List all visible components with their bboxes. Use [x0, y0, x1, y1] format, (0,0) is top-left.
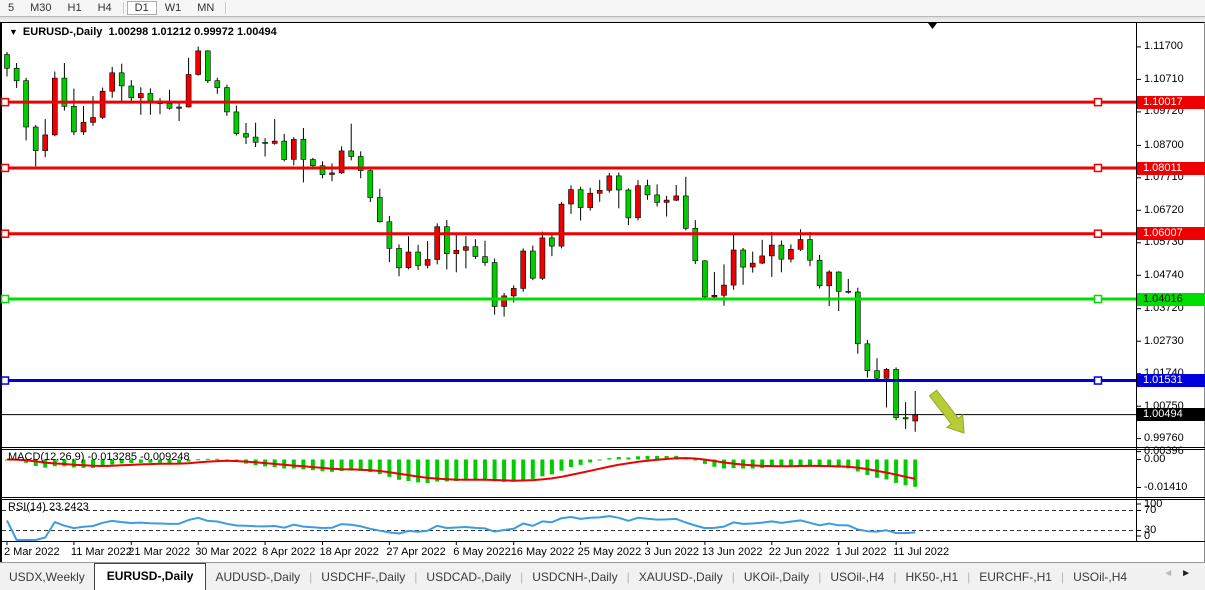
tab-scroll-right-icon[interactable]: ► — [1181, 568, 1199, 579]
timeframe-button-m30[interactable]: M30 — [30, 2, 52, 14]
date-label: 2 Mar 2022 — [4, 546, 60, 558]
price-tick-label: 1.10710 — [1144, 72, 1184, 85]
price-line-label: 1.04016 — [1137, 292, 1205, 306]
tab-eurusd-daily[interactable]: EURUSD-,Daily — [93, 563, 207, 590]
timeframe-button-5[interactable]: 5 — [8, 2, 15, 14]
price-line-label: 1.06007 — [1137, 227, 1205, 241]
price-tick-label: 1.02730 — [1144, 334, 1184, 347]
date-label: 13 Jun 2022 — [701, 546, 763, 558]
tab-separator: | — [414, 570, 418, 584]
macd-tick-label: -0.01410 — [1144, 481, 1188, 493]
date-label: 11 Mar 2022 — [70, 546, 132, 558]
macd-tick-label: 0.00396 — [1144, 445, 1184, 458]
rsi-label: RSI(14) 23.2423 — [8, 501, 89, 513]
tab-separator: | — [893, 570, 897, 584]
macd-pane-separator[interactable] — [0, 447, 1205, 448]
rsi-tick-label: 30 — [1144, 524, 1157, 536]
chevron-down-icon[interactable]: ▼ — [9, 27, 18, 37]
tab-usdcnh-daily[interactable]: USDCNH-,Daily — [532, 570, 618, 584]
date-label: 3 Jun 2022 — [644, 546, 699, 558]
tab-ukoil-daily[interactable]: UKOil-,Daily — [743, 570, 810, 584]
tab-eurchf-h1[interactable]: EURCHF-,H1 — [979, 570, 1052, 584]
tab-separator: | — [967, 570, 971, 584]
timeframe-button-w1[interactable]: W1 — [164, 2, 182, 14]
rsi-tick-label: 0 — [1144, 529, 1151, 542]
date-label: 16 May 2022 — [510, 546, 575, 558]
price-line-label: 1.08011 — [1137, 161, 1205, 175]
date-label: 6 May 2022 — [453, 546, 511, 558]
price-tick-label: 0.99760 — [1144, 432, 1184, 445]
tab-usoil-h4[interactable]: USOil-,H4 — [1073, 570, 1128, 584]
price-line-label: 1.01531 — [1137, 374, 1205, 387]
tab-usdx-weekly[interactable]: USDX,Weekly — [9, 570, 85, 584]
rsi-tick-label: 70 — [1144, 504, 1157, 516]
date-label: 22 Jun 2022 — [768, 546, 830, 558]
price-tick-label: 1.04740 — [1144, 268, 1184, 281]
tab-hk50-h1[interactable]: HK50-,H1 — [905, 570, 959, 584]
date-label: 11 Jul 2022 — [893, 546, 950, 558]
macd-pane-separator-inner — [0, 449, 1205, 450]
tab-audusd-daily[interactable]: AUDUSD-,Daily — [215, 570, 301, 584]
rsi-pane-separator-inner — [0, 499, 1205, 500]
date-label: 21 Mar 2022 — [128, 546, 191, 558]
tab-scroll-buttons: ◄► — [1163, 568, 1199, 579]
rsi-pane-separator[interactable] — [0, 497, 1205, 498]
date-label: 27 Apr 2022 — [386, 546, 446, 558]
date-label: 30 Mar 2022 — [195, 546, 257, 558]
tab-separator: | — [1060, 570, 1065, 584]
price-tick-label: 1.06720 — [1144, 203, 1184, 216]
price-tick-label: 1.11700 — [1144, 40, 1183, 53]
tab-separator: | — [309, 570, 313, 584]
price-line-label: 1.00494 — [1137, 408, 1205, 422]
date-label: 18 Apr 2022 — [319, 546, 379, 558]
tab-separator: | — [626, 570, 630, 584]
date-axis-line — [0, 541, 1205, 542]
timeframe-button-h1[interactable]: H1 — [67, 2, 82, 14]
chart-window[interactable] — [0, 22, 1205, 563]
timeframe-button-h4[interactable]: H4 — [97, 2, 112, 14]
timeframe-toolbar: 5 M30 H1 H4 D1 W1 MN — [0, 0, 1205, 17]
timeframe-button-d1[interactable]: D1 — [126, 1, 157, 15]
tab-xauusd-daily[interactable]: XAUUSD-,Daily — [638, 570, 723, 584]
tab-separator: | — [731, 570, 735, 584]
price-line-label: 1.10017 — [1137, 95, 1205, 109]
chart-title: ▼ EURUSD-,Daily 1.00298 1.01212 0.99972 1… — [9, 26, 277, 38]
date-label: 1 Jul 2022 — [835, 546, 887, 558]
rsi-tick-label: 100 — [1144, 497, 1163, 510]
toolbar-separator — [122, 2, 124, 14]
tab-usoil-h4[interactable]: USOil-,H4 — [830, 570, 885, 584]
timeframe-button-mn[interactable]: MN — [197, 2, 215, 14]
date-label: 25 May 2022 — [577, 546, 642, 558]
tab-separator: | — [818, 570, 822, 584]
date-label: 8 Apr 2022 — [262, 546, 316, 558]
symbol-tabbar: USDX,Weekly EURUSD-,Daily AUDUSD-,Daily | US… — [0, 562, 1205, 590]
tab-separator: | — [520, 570, 524, 584]
chart-symbol-period: EURUSD-,Daily — [22, 26, 103, 38]
chart-ohlc-values: 1.00298 1.01212 0.99972 1.00494 — [108, 26, 277, 38]
macd-tick-label: 0.00 — [1144, 453, 1166, 465]
tab-scroll-left-icon[interactable]: ◄ — [1163, 568, 1182, 579]
price-tick-label: 1.08700 — [1144, 138, 1184, 151]
macd-label: MACD(12,26,9) -0.013285 -0.009248 — [8, 451, 190, 463]
toolbar-separator — [225, 2, 227, 14]
price-axis-divider[interactable] — [1136, 22, 1137, 542]
tab-usdcad-daily[interactable]: USDCAD-,Daily — [426, 570, 512, 584]
tab-usdchf-daily[interactable]: USDCHF-,Daily — [321, 570, 406, 584]
